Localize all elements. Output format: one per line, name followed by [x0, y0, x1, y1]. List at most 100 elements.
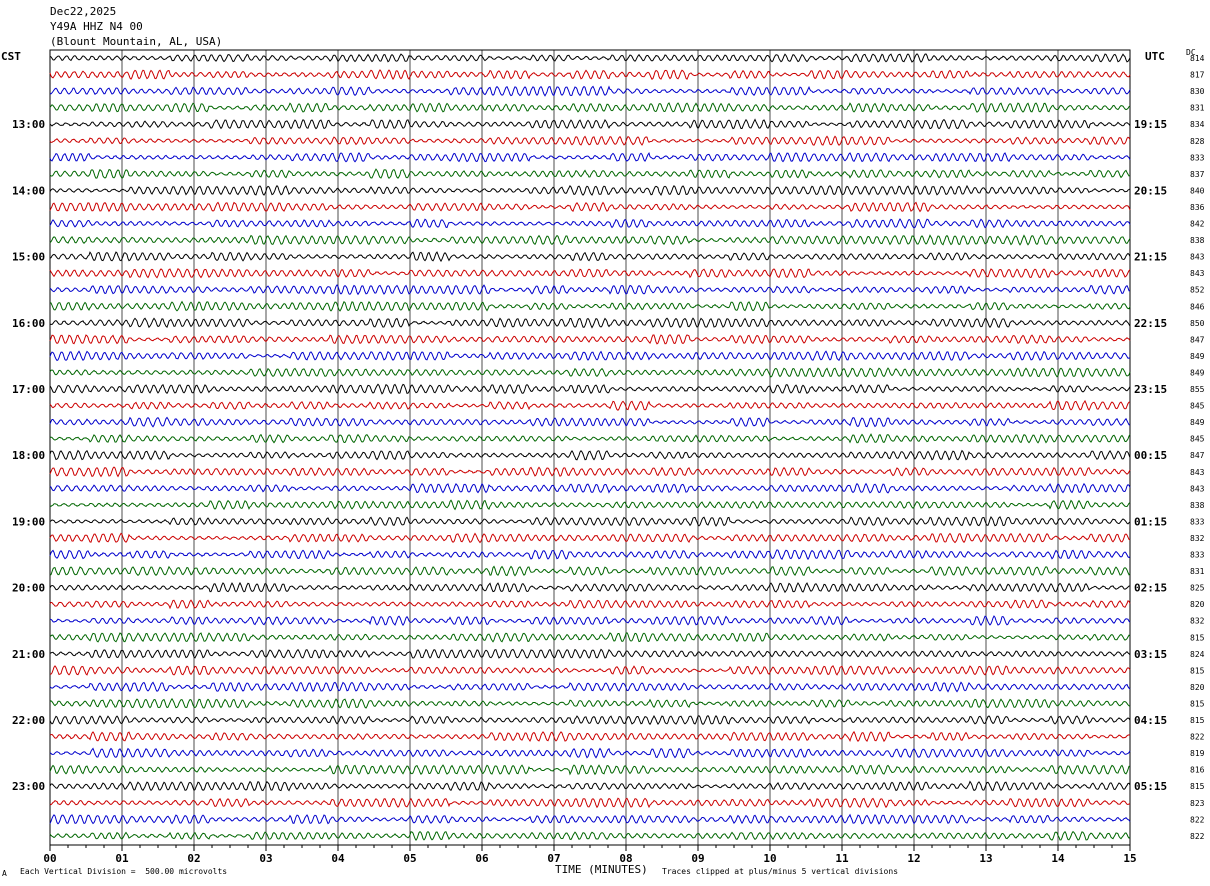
trace-line — [49, 284, 1131, 296]
dc-label: DC — [1186, 48, 1196, 57]
right-hour-label: 04:15 — [1134, 714, 1167, 727]
trace-line — [49, 715, 1131, 726]
trace-line — [49, 433, 1131, 444]
trace-dc-value: 846 — [1190, 302, 1205, 311]
trace-line — [49, 648, 1131, 659]
trace-line — [49, 764, 1131, 776]
trace-dc-value: 845 — [1190, 435, 1205, 444]
x-tick-label: 15 — [1123, 852, 1136, 865]
trace-dc-value: 849 — [1190, 418, 1205, 427]
trace-dc-value: 820 — [1190, 683, 1205, 692]
trace-dc-value: 836 — [1190, 203, 1205, 212]
trace-line — [49, 135, 1131, 146]
x-tick-label: 14 — [1051, 852, 1065, 865]
trace-line — [49, 747, 1131, 759]
trace-dc-value: 819 — [1190, 749, 1205, 758]
trace-line — [49, 53, 1131, 63]
trace-dc-value: 815 — [1190, 782, 1205, 791]
trace-dc-value: 822 — [1190, 832, 1205, 841]
trace-dc-value: 817 — [1190, 71, 1205, 80]
trace-dc-value: 845 — [1190, 402, 1205, 411]
trace-dc-value: 815 — [1190, 699, 1205, 708]
left-hour-label: 16:00 — [12, 317, 45, 330]
right-hour-label: 23:15 — [1134, 383, 1167, 396]
left-hour-label: 15:00 — [12, 251, 45, 264]
x-tick-label: 10 — [763, 852, 776, 865]
left-hour-label: 14:00 — [12, 184, 45, 197]
trace-dc-value: 833 — [1190, 517, 1205, 526]
trace-line — [49, 69, 1131, 81]
right-hour-label: 22:15 — [1134, 317, 1167, 330]
trace-line — [49, 615, 1131, 627]
left-hour-label: 21:00 — [12, 648, 45, 661]
trace-line — [49, 581, 1131, 594]
trace-dc-value: 833 — [1190, 153, 1205, 162]
header-location: (Blount Mountain, AL, USA) — [50, 35, 223, 48]
right-hour-label: 21:15 — [1134, 251, 1167, 264]
trace-line — [49, 532, 1131, 544]
trace-line — [49, 697, 1131, 709]
x-tick-label: 11 — [835, 852, 849, 865]
trace-line — [49, 599, 1131, 610]
trace-line — [49, 383, 1131, 395]
trace-line — [49, 367, 1131, 378]
trace-dc-value: 838 — [1190, 501, 1205, 510]
trace-line — [49, 268, 1131, 279]
trace-line — [49, 234, 1131, 246]
right-hour-label: 00:15 — [1134, 449, 1167, 462]
left-hour-label: 22:00 — [12, 714, 45, 727]
trace-dc-value: 831 — [1190, 104, 1205, 113]
right-hour-label: 03:15 — [1134, 648, 1167, 661]
trace-line — [49, 466, 1131, 478]
header-date: Dec22,2025 — [50, 5, 117, 18]
x-tick-label: 02 — [187, 852, 200, 865]
left-hour-label: 23:00 — [12, 780, 45, 793]
trace-line — [49, 102, 1131, 113]
trace-line — [49, 549, 1131, 561]
trace-dc-value: 843 — [1190, 253, 1205, 262]
trace-line — [49, 482, 1131, 494]
trace-dc-value: 824 — [1190, 650, 1205, 659]
trace-line — [49, 813, 1131, 825]
trace-line — [49, 499, 1131, 511]
trace-line — [49, 780, 1131, 792]
trace-dc-value: 828 — [1190, 137, 1205, 146]
header-station: Y49A HHZ N4 00 — [50, 20, 143, 33]
x-tick-label: 04 — [331, 852, 345, 865]
trace-line — [49, 416, 1131, 428]
trace-line — [49, 515, 1131, 527]
trace-line — [49, 830, 1131, 842]
trace-dc-value: 843 — [1190, 468, 1205, 477]
trace-dc-value: 837 — [1190, 170, 1205, 179]
trace-line — [49, 85, 1131, 97]
trace-dc-value: 833 — [1190, 551, 1205, 560]
trace-dc-value: 832 — [1190, 534, 1205, 543]
right-hour-label: 01:15 — [1134, 515, 1167, 528]
trace-line — [49, 300, 1131, 312]
trace-line — [49, 449, 1131, 461]
trace-dc-value: 850 — [1190, 319, 1205, 328]
trace-dc-value: 847 — [1190, 335, 1205, 344]
right-timezone-label: UTC — [1145, 50, 1165, 63]
trace-line — [49, 151, 1131, 163]
trace-dc-value: 849 — [1190, 352, 1205, 361]
trace-dc-value: 820 — [1190, 600, 1205, 609]
x-tick-label: 05 — [403, 852, 416, 865]
trace-dc-value: 842 — [1190, 220, 1205, 229]
trace-dc-value: 849 — [1190, 368, 1205, 377]
left-hour-label: 20:00 — [12, 582, 45, 595]
right-hour-label: 19:15 — [1134, 118, 1167, 131]
trace-dc-value: 840 — [1190, 186, 1205, 195]
trace-line — [49, 184, 1131, 196]
left-hour-label: 19:00 — [12, 515, 45, 528]
trace-dc-value: 832 — [1190, 617, 1205, 626]
trace-dc-value: 814 — [1190, 54, 1205, 63]
trace-line — [49, 218, 1131, 229]
left-hour-label: 17:00 — [12, 383, 45, 396]
x-tick-label: 12 — [907, 852, 920, 865]
trace-line — [49, 797, 1131, 809]
trace-dc-value: 855 — [1190, 385, 1205, 394]
trace-line — [49, 665, 1131, 676]
trace-dc-value: 847 — [1190, 451, 1205, 460]
